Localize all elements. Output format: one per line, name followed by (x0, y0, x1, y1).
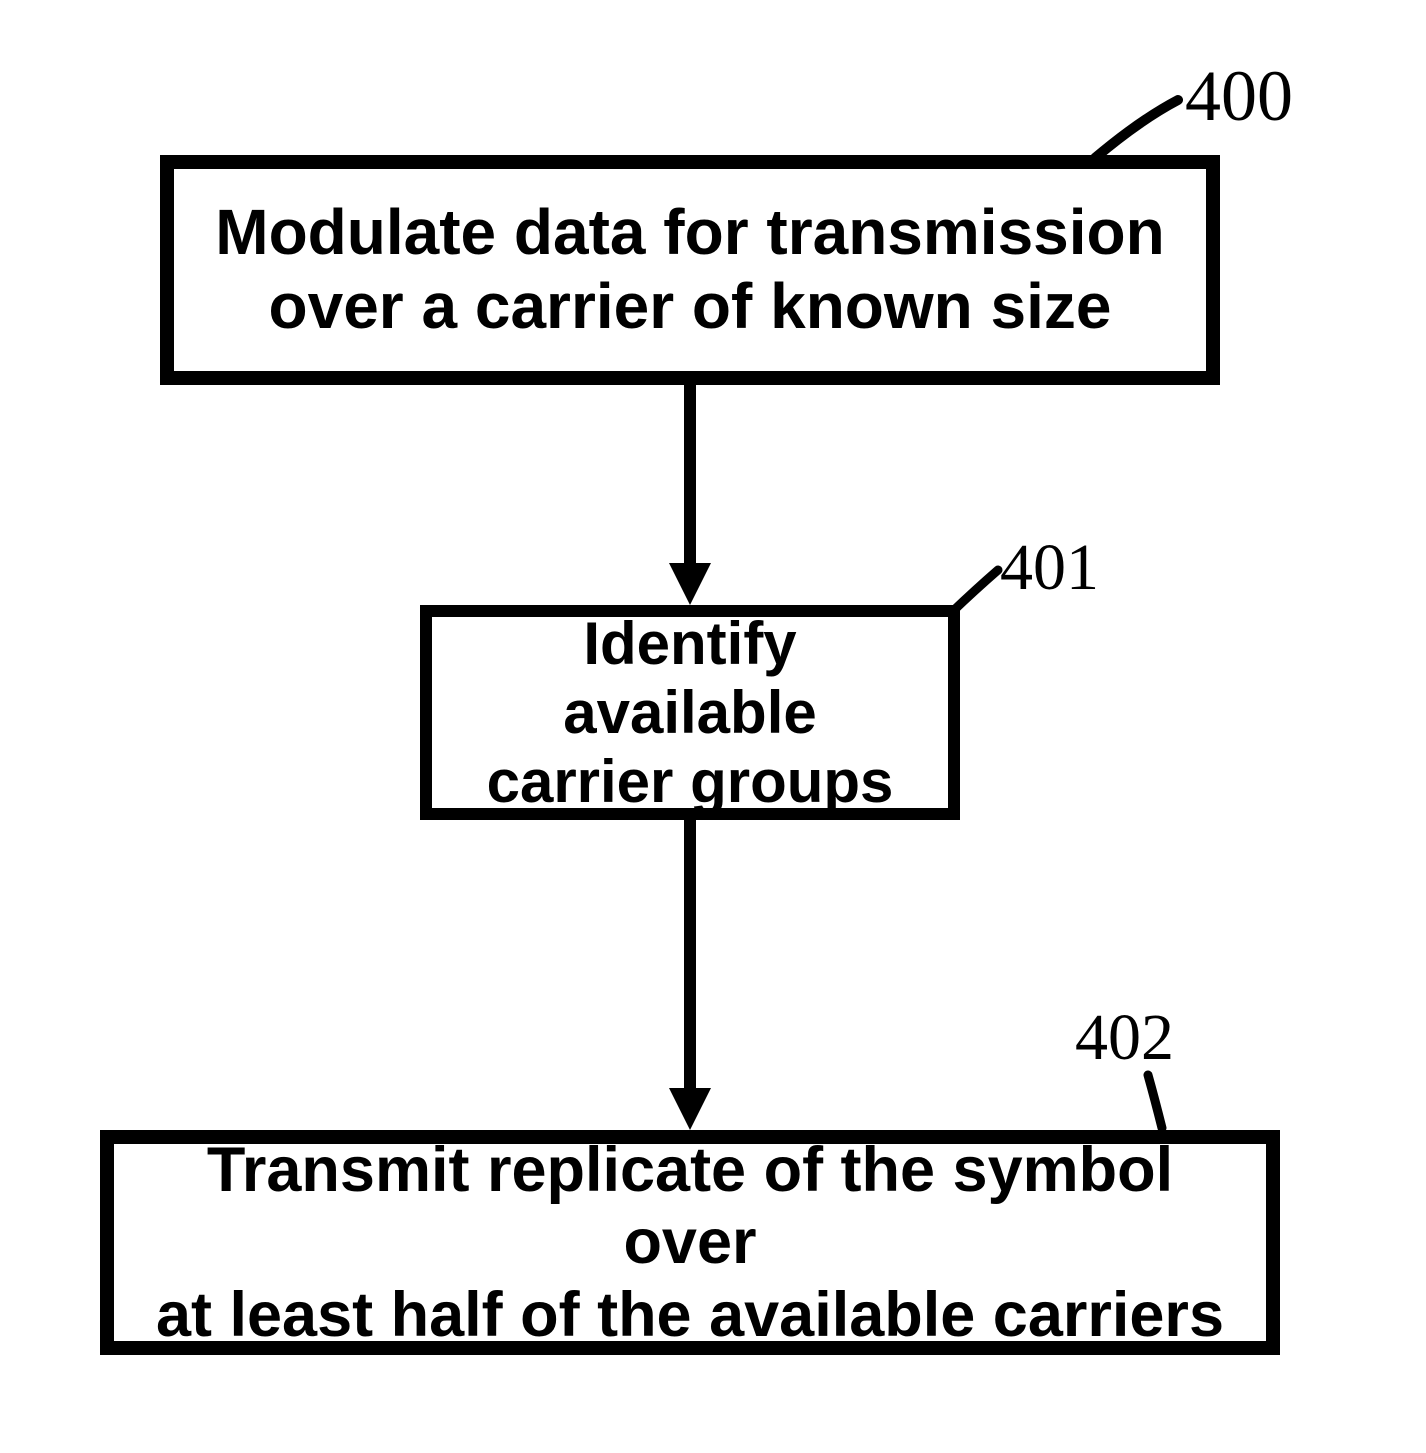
text-line: Modulate data for transmission (215, 196, 1164, 268)
flow-step-modulate-text: Modulate data for transmission over a ca… (215, 196, 1164, 343)
reference-label-401: 401 (1000, 530, 1099, 606)
flow-step-transmit-text: Transmit replicate of the symbol over at… (134, 1134, 1246, 1351)
flow-step-modulate: Modulate data for transmission over a ca… (160, 155, 1220, 385)
diagram-canvas: Modulate data for transmission over a ca… (0, 0, 1426, 1453)
reference-label-402: 402 (1075, 1000, 1174, 1076)
reference-label-400: 400 (1185, 55, 1293, 138)
text-line: Transmit replicate of the symbol over (207, 1135, 1173, 1277)
flow-step-identify-text: Identify available carrier groups (452, 609, 928, 816)
text-line: Identify available (563, 610, 817, 746)
flow-step-identify: Identify available carrier groups (420, 605, 960, 820)
text-line: carrier groups (487, 748, 894, 815)
text-line: at least half of the available carriers (156, 1280, 1224, 1350)
flow-step-transmit: Transmit replicate of the symbol over at… (100, 1130, 1280, 1355)
text-line: over a carrier of known size (269, 270, 1112, 342)
